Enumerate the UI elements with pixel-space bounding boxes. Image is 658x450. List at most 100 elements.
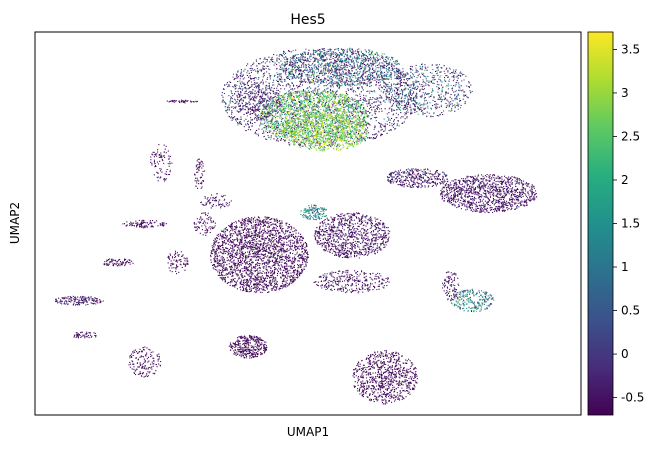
point (288, 98, 290, 100)
point (389, 74, 391, 76)
point (247, 124, 249, 126)
point (331, 139, 333, 141)
point (279, 91, 281, 93)
point (282, 117, 284, 119)
point (325, 108, 327, 110)
point (295, 70, 297, 72)
point (436, 115, 438, 117)
point (463, 79, 465, 81)
point (397, 94, 399, 96)
point (349, 70, 351, 72)
point (336, 107, 338, 109)
point (387, 91, 389, 93)
point (334, 54, 336, 56)
point (235, 87, 237, 89)
point (302, 71, 304, 73)
point (301, 81, 303, 83)
point (440, 106, 442, 108)
point (402, 122, 404, 124)
point (250, 70, 252, 72)
point (285, 122, 287, 124)
point (246, 65, 248, 67)
point (268, 97, 270, 99)
point (423, 75, 425, 77)
point (292, 98, 294, 100)
point (460, 71, 462, 73)
point (349, 106, 351, 108)
point (426, 93, 428, 95)
point (422, 79, 424, 81)
point (285, 52, 287, 54)
point (330, 85, 332, 87)
point (301, 80, 303, 82)
point (327, 91, 329, 93)
point (287, 120, 289, 122)
point (362, 112, 364, 114)
point (413, 99, 415, 101)
point (298, 136, 300, 138)
point (263, 68, 265, 70)
point (417, 113, 419, 115)
point (388, 93, 390, 95)
point (307, 90, 309, 92)
point (298, 70, 300, 72)
point (238, 108, 240, 110)
point (363, 108, 365, 110)
point (368, 137, 370, 139)
point (400, 100, 402, 102)
point (418, 107, 420, 109)
point (398, 125, 400, 127)
point (293, 122, 295, 124)
point (379, 58, 381, 60)
point (367, 63, 369, 65)
point (277, 76, 279, 78)
point (355, 105, 357, 107)
point (342, 118, 344, 120)
point (254, 105, 256, 107)
point (430, 81, 432, 83)
point (373, 76, 375, 78)
point (445, 94, 447, 96)
point (250, 119, 252, 121)
point (305, 48, 307, 50)
point (338, 99, 340, 101)
point (234, 103, 236, 105)
point (439, 76, 441, 78)
point (247, 120, 249, 122)
point (251, 123, 253, 125)
point (271, 123, 273, 125)
point (412, 87, 414, 89)
point (282, 55, 284, 57)
point (240, 69, 242, 71)
point (348, 116, 350, 118)
point (374, 60, 376, 62)
point (453, 85, 455, 87)
point (289, 95, 291, 97)
point (386, 96, 388, 98)
point (425, 76, 427, 78)
point (341, 102, 343, 104)
point (288, 92, 290, 94)
point (250, 78, 252, 80)
point (221, 101, 223, 103)
point (335, 126, 337, 128)
point (328, 71, 330, 73)
point (369, 59, 371, 61)
point (247, 63, 249, 65)
point (436, 83, 438, 85)
point (314, 57, 316, 59)
point (248, 102, 250, 104)
point (351, 113, 353, 115)
point (240, 91, 242, 93)
point (335, 72, 337, 74)
point (361, 136, 363, 138)
point (374, 79, 376, 81)
point (363, 117, 365, 119)
point (292, 59, 294, 61)
point (338, 88, 340, 90)
point (383, 86, 385, 88)
point (346, 114, 348, 116)
point (380, 102, 382, 104)
point (263, 100, 265, 102)
point (332, 71, 334, 73)
